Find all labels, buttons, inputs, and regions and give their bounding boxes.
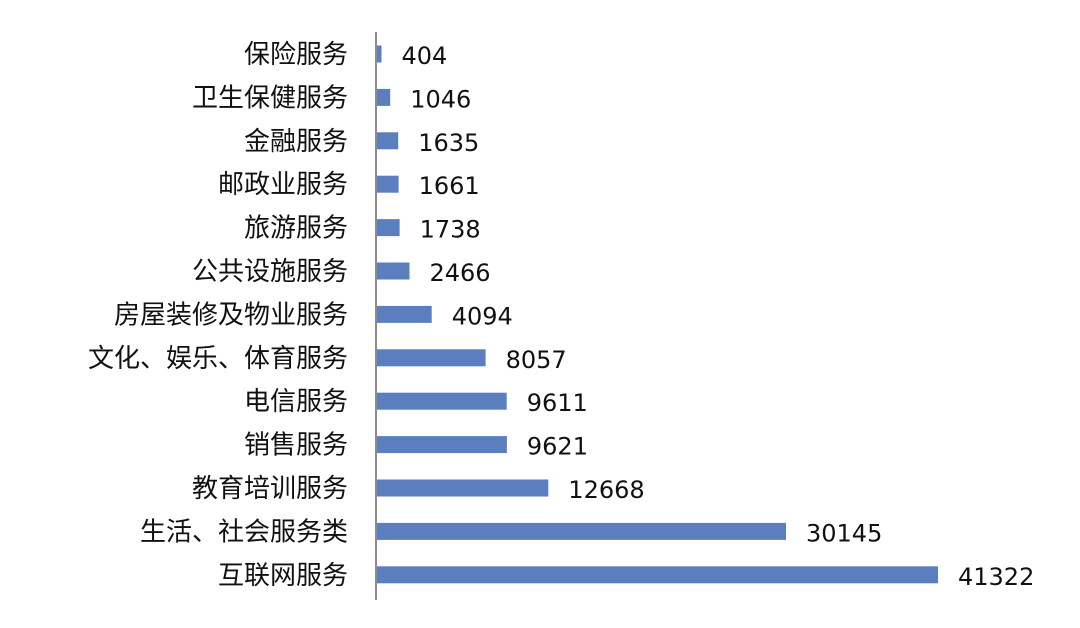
category-labels: 保险服务卫生保健服务金融服务邮政业服务旅游服务公共设施服务房屋装修及物业服务文化… [88,40,348,591]
value-label-10: 12668 [568,476,644,504]
value-label-1: 1046 [410,85,471,113]
category-label-7: 文化、娱乐、体育服务 [88,344,348,374]
value-label-4: 1738 [420,216,481,244]
bar-7 [376,349,486,367]
category-label-0: 保险服务 [244,40,348,70]
bar-10 [376,479,549,497]
value-label-2: 1635 [418,129,479,157]
category-label-10: 教育培训服务 [192,474,348,504]
value-label-7: 8057 [506,346,567,374]
category-label-9: 销售服务 [244,431,348,461]
value-label-9: 9621 [527,433,588,461]
category-label-11: 生活、社会服务类 [140,517,348,547]
bar-5 [376,262,410,280]
category-label-8: 电信服务 [244,387,348,417]
value-label-11: 30145 [806,519,882,547]
bar-3 [376,175,399,193]
bar-0 [376,45,382,63]
value-label-0: 404 [402,42,448,70]
category-label-4: 旅游服务 [244,214,348,244]
value-label-6: 4094 [452,302,513,330]
category-label-6: 房屋装修及物业服务 [114,300,348,330]
bar-2 [376,132,399,150]
value-label-12: 41322 [958,563,1034,591]
bar-8 [376,392,507,410]
bar-1 [376,88,391,106]
category-label-2: 金融服务 [244,127,348,157]
value-label-8: 9611 [527,389,588,417]
bar-6 [376,305,432,323]
category-label-12: 互联网服务 [218,561,348,591]
bar-9 [376,436,507,454]
bar-4 [376,219,400,237]
category-label-3: 邮政业服务 [218,170,348,200]
category-label-5: 公共设施服务 [192,257,348,287]
value-label-5: 2466 [430,259,491,287]
value-labels: 404 1046 1635 1661 1738 2466 4094 8057 9611 9621 1… [402,42,1035,591]
category-label-1: 卫生保健服务 [192,83,348,113]
bar-11 [376,522,786,540]
bar-12 [376,566,938,584]
value-label-3: 1661 [419,172,480,200]
bars-layer [376,45,938,584]
